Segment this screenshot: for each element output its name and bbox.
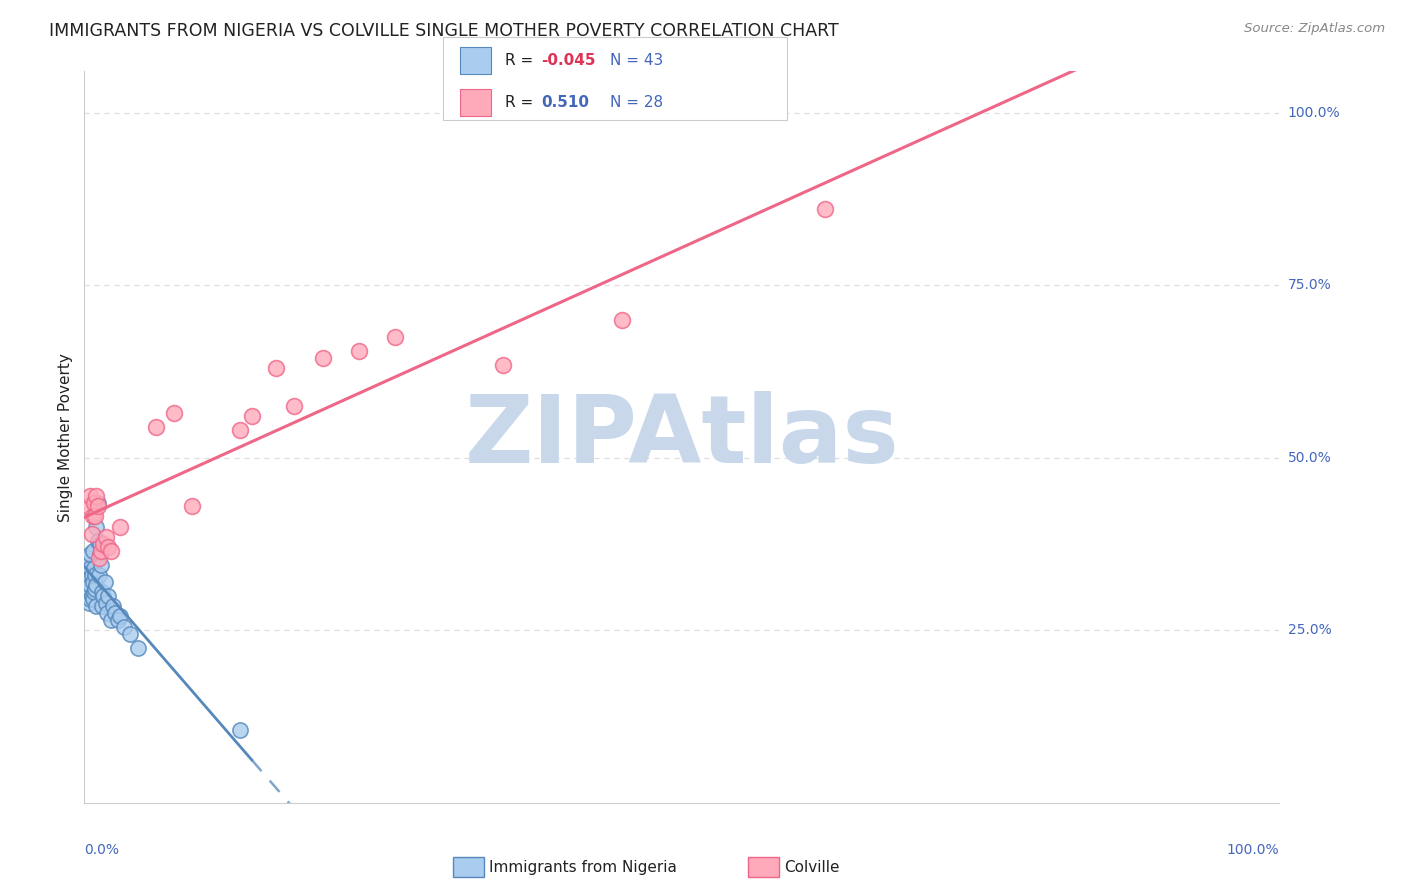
- Text: R =: R =: [505, 95, 538, 110]
- Point: [181, 499, 204, 513]
- Point: [814, 202, 837, 217]
- Point: [82, 544, 104, 558]
- Point: [110, 609, 132, 624]
- Point: [83, 585, 105, 599]
- Text: Colville: Colville: [785, 860, 839, 874]
- Point: [93, 537, 115, 551]
- Point: [80, 568, 103, 582]
- Text: N = 28: N = 28: [610, 95, 664, 110]
- Point: [87, 550, 110, 565]
- Point: [90, 558, 112, 572]
- Text: 100.0%: 100.0%: [1288, 106, 1340, 120]
- Point: [264, 361, 287, 376]
- Point: [86, 599, 108, 614]
- Point: [77, 596, 100, 610]
- Point: [87, 568, 110, 582]
- Point: [100, 613, 122, 627]
- Point: [312, 351, 335, 365]
- Point: [82, 509, 104, 524]
- Point: [101, 599, 124, 614]
- Point: [86, 495, 108, 509]
- Point: [283, 399, 305, 413]
- Text: IMMIGRANTS FROM NIGERIA VS COLVILLE SINGLE MOTHER POVERTY CORRELATION CHART: IMMIGRANTS FROM NIGERIA VS COLVILLE SING…: [49, 22, 839, 40]
- Point: [112, 620, 135, 634]
- Point: [80, 526, 103, 541]
- Point: [163, 406, 186, 420]
- Point: [77, 550, 100, 565]
- Point: [93, 589, 115, 603]
- Point: [79, 489, 101, 503]
- Point: [118, 626, 141, 640]
- Text: 50.0%: 50.0%: [1288, 450, 1331, 465]
- Point: [89, 537, 111, 551]
- Point: [79, 592, 101, 607]
- Point: [79, 561, 101, 575]
- Point: [229, 723, 252, 738]
- Text: 75.0%: 75.0%: [1288, 278, 1331, 293]
- Point: [86, 533, 108, 548]
- Point: [86, 520, 108, 534]
- Point: [90, 544, 112, 558]
- Y-axis label: Single Mother Poverty: Single Mother Poverty: [58, 352, 73, 522]
- Point: [96, 606, 118, 620]
- Point: [349, 343, 371, 358]
- Point: [97, 589, 120, 603]
- Point: [86, 499, 108, 513]
- Point: [93, 574, 115, 589]
- Text: R =: R =: [505, 54, 538, 68]
- Point: [384, 330, 406, 344]
- Point: [82, 592, 104, 607]
- Point: [82, 574, 104, 589]
- Point: [100, 544, 122, 558]
- Point: [79, 578, 101, 592]
- Point: [107, 613, 129, 627]
- Text: Source: ZipAtlas.com: Source: ZipAtlas.com: [1244, 22, 1385, 36]
- Text: ZIPAtlas: ZIPAtlas: [464, 391, 900, 483]
- Point: [94, 530, 117, 544]
- Point: [79, 548, 101, 562]
- Point: [612, 312, 634, 326]
- Text: Immigrants from Nigeria: Immigrants from Nigeria: [489, 860, 678, 874]
- Point: [77, 572, 100, 586]
- Text: 0.0%: 0.0%: [84, 843, 120, 857]
- Point: [94, 596, 117, 610]
- Text: -0.045: -0.045: [541, 54, 596, 68]
- Point: [492, 358, 515, 372]
- Point: [83, 561, 105, 575]
- Point: [84, 568, 107, 582]
- Point: [89, 548, 111, 562]
- Point: [104, 606, 127, 620]
- Point: [229, 423, 252, 437]
- Point: [77, 499, 100, 513]
- Point: [127, 640, 149, 655]
- Point: [86, 578, 108, 592]
- Text: 25.0%: 25.0%: [1288, 624, 1331, 637]
- Point: [84, 582, 107, 596]
- Text: N = 43: N = 43: [610, 54, 664, 68]
- Point: [110, 520, 132, 534]
- Point: [77, 582, 100, 596]
- Text: 0.510: 0.510: [541, 95, 589, 110]
- Point: [91, 599, 114, 614]
- Point: [97, 541, 120, 555]
- Point: [240, 409, 263, 424]
- Point: [80, 589, 103, 603]
- Point: [84, 509, 107, 524]
- Point: [83, 495, 105, 509]
- Point: [91, 585, 114, 599]
- Point: [145, 419, 167, 434]
- Point: [86, 489, 108, 503]
- Point: [76, 565, 98, 579]
- Text: 100.0%: 100.0%: [1227, 843, 1279, 857]
